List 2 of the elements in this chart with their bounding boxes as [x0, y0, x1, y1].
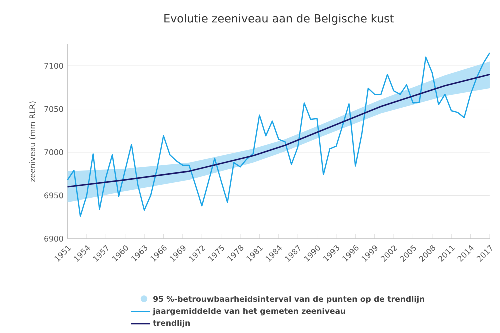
- chart-title: Evolutie zeeniveau aan de Belgische kust: [164, 14, 394, 25]
- line-series: [67, 74, 491, 188]
